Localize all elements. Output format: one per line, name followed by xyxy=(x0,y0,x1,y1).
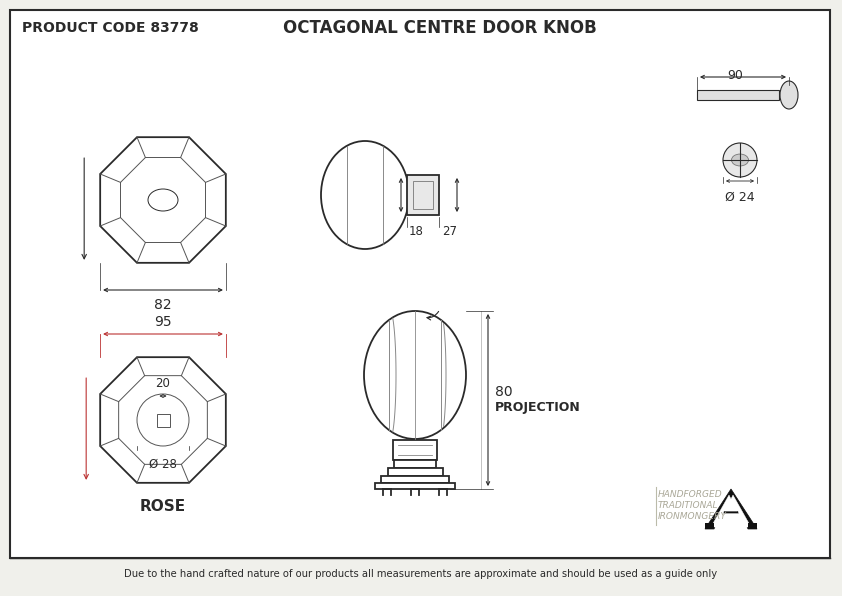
Bar xyxy=(407,175,439,215)
Text: 90: 90 xyxy=(727,69,743,82)
Polygon shape xyxy=(711,495,737,527)
Text: 27: 27 xyxy=(442,225,457,238)
Polygon shape xyxy=(725,495,751,527)
Bar xyxy=(394,460,436,468)
Text: Due to the hand crafted nature of our products all measurements are approximate : Due to the hand crafted nature of our pr… xyxy=(125,569,717,579)
Bar xyxy=(375,483,455,489)
Text: 20: 20 xyxy=(156,377,170,390)
Bar xyxy=(413,181,433,209)
Text: Ø 24: Ø 24 xyxy=(725,191,754,204)
Bar xyxy=(387,468,443,476)
Ellipse shape xyxy=(364,311,466,439)
Text: TRADITIONAL: TRADITIONAL xyxy=(658,501,718,510)
Ellipse shape xyxy=(780,81,798,109)
Bar xyxy=(705,523,714,529)
Circle shape xyxy=(137,394,189,446)
Polygon shape xyxy=(705,489,757,529)
Text: OCTAGONAL CENTRE DOOR KNOB: OCTAGONAL CENTRE DOOR KNOB xyxy=(283,19,597,37)
Text: Ø 28: Ø 28 xyxy=(149,458,177,471)
Bar xyxy=(393,440,437,460)
Text: HANDFORGED: HANDFORGED xyxy=(658,490,722,499)
Bar xyxy=(697,90,779,100)
Text: 18: 18 xyxy=(409,225,424,238)
Text: ROSE: ROSE xyxy=(140,499,186,514)
Ellipse shape xyxy=(321,141,409,249)
Bar xyxy=(157,414,169,427)
Text: 82: 82 xyxy=(154,298,172,312)
Text: PROJECTION: PROJECTION xyxy=(495,402,581,414)
Text: 80: 80 xyxy=(495,385,513,399)
Text: PRODUCT CODE 83778: PRODUCT CODE 83778 xyxy=(22,21,199,35)
Circle shape xyxy=(723,143,757,177)
Polygon shape xyxy=(100,357,226,483)
Bar xyxy=(381,476,449,483)
Bar xyxy=(748,523,757,529)
Text: 95: 95 xyxy=(154,315,172,329)
Text: IRONMONGERY: IRONMONGERY xyxy=(658,512,727,521)
Ellipse shape xyxy=(732,154,749,166)
Polygon shape xyxy=(100,137,226,263)
